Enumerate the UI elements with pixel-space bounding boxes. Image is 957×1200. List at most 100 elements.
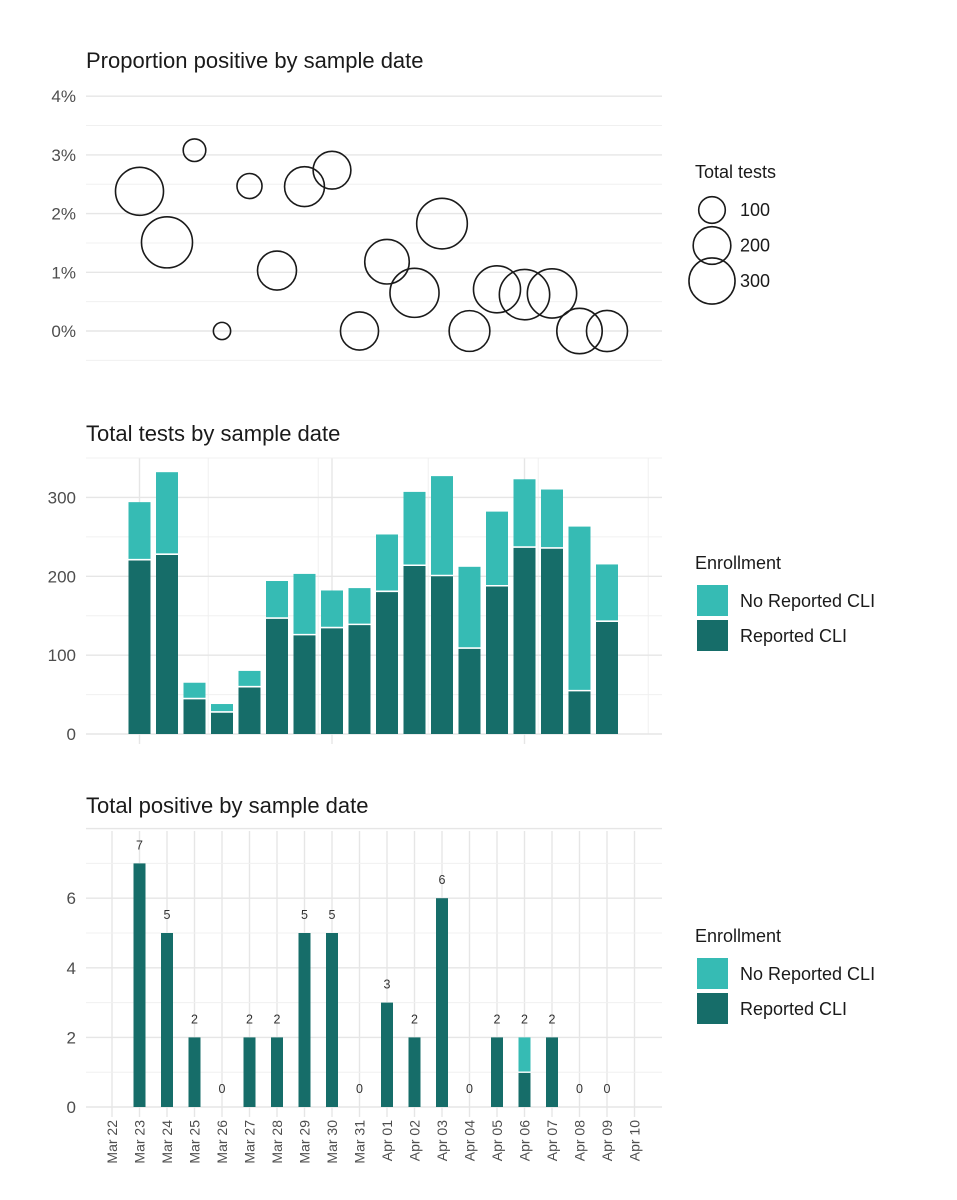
data-label-mar-23: 7 <box>136 838 143 852</box>
x-tick-label-apr-07: Apr 07 <box>544 1120 560 1161</box>
bubble-apr-01 <box>363 238 411 285</box>
bar-reported-cli-apr-08 <box>568 690 591 734</box>
data-label-mar-29: 5 <box>301 908 308 922</box>
bar-reported-cli-mar-24 <box>156 554 178 734</box>
total-tests-chart-title: Total tests by sample date <box>86 421 340 446</box>
x-tick-label-apr-02: Apr 02 <box>407 1120 423 1161</box>
legend-swatch-reported-cli <box>697 620 728 651</box>
bubble-mar-27 <box>236 172 263 200</box>
bar-reported-cli-apr-06 <box>518 1072 531 1107</box>
bar-reported-cli-mar-27 <box>238 686 261 734</box>
x-tick-label-mar-28: Mar 28 <box>269 1120 285 1164</box>
bar-no-reported-cli-mar-24 <box>156 472 178 555</box>
data-label-apr-04: 0 <box>466 1082 473 1096</box>
bubble-apr-06 <box>498 268 551 321</box>
legend-label-reported-cli: Reported CLI <box>740 999 847 1019</box>
bar-no-reported-cli-mar-31 <box>348 588 371 625</box>
y-tick-label: 6 <box>67 889 76 908</box>
bar-reported-cli-apr-05 <box>491 1037 503 1107</box>
bar-reported-cli-apr-04 <box>458 648 481 734</box>
data-label-mar-24: 5 <box>164 908 171 922</box>
bar-no-reported-cli-mar-25 <box>183 682 206 699</box>
legend-bubble-100 <box>697 195 727 225</box>
legend-title-enrollment: Enrollment <box>695 926 781 946</box>
bar-reported-cli-apr-02 <box>408 1037 421 1107</box>
x-tick-label-mar-25: Mar 25 <box>187 1120 203 1164</box>
x-tick-label-apr-01: Apr 01 <box>379 1120 395 1161</box>
x-tick-label-mar-31: Mar 31 <box>352 1120 368 1164</box>
bubble-apr-04 <box>448 309 491 353</box>
data-label-mar-30: 5 <box>329 908 336 922</box>
total-tests-chart: Total tests by sample date 0 100 200 300 En… <box>48 421 875 744</box>
total-tests-legend: Total tests 100 200 300 <box>688 162 776 305</box>
y-tick-label: 100 <box>48 646 76 665</box>
bar-no-reported-cli-mar-28 <box>266 581 288 619</box>
bubble-mar-28 <box>256 250 298 291</box>
total-positive-chart-title: Total positive by sample date <box>86 793 369 818</box>
bar-reported-cli-mar-28 <box>266 618 288 734</box>
legend-title-enrollment: Enrollment <box>695 553 781 573</box>
x-tick-label-apr-05: Apr 05 <box>489 1120 505 1161</box>
x-tick-label-mar-23: Mar 23 <box>132 1120 148 1164</box>
bar-no-reported-cli-mar-26 <box>211 704 233 712</box>
bubble-mar-30 <box>312 150 352 190</box>
bar-no-reported-cli-apr-09 <box>596 564 618 622</box>
bar-reported-cli-mar-29 <box>293 634 316 734</box>
bar-reported-cli-mar-25 <box>188 1037 201 1107</box>
bar-no-reported-cli-mar-27 <box>238 670 261 687</box>
bubble-mar-29 <box>283 165 326 208</box>
proportion-positive-chart: Proportion positive by sample date 0% 1% 2… <box>51 48 776 361</box>
bar-reported-cli-mar-30 <box>326 933 338 1107</box>
data-label-apr-07: 2 <box>549 1012 556 1026</box>
y-tick-label: 300 <box>48 488 76 507</box>
legend-label-no-reported-cli: No Reported CLI <box>740 964 875 984</box>
legend-label-300: 300 <box>740 271 770 291</box>
legend-bubble-300 <box>688 257 736 305</box>
enrollment-legend-positive: Enrollment No Reported CLI Reported CLI <box>695 926 875 1024</box>
bar-reported-cli-apr-03 <box>431 575 453 734</box>
x-tick-label-mar-27: Mar 27 <box>242 1120 258 1164</box>
bar-reported-cli-apr-09 <box>596 621 618 734</box>
y-tick-label: 4 <box>67 959 76 978</box>
bubble-apr-03 <box>415 197 469 250</box>
bubble-apr-09 <box>585 309 629 353</box>
total-positive-chart: Total positive by sample date 0 2 4 6 7 5 2 0 2… <box>67 793 876 1164</box>
y-tick-label: 2 <box>67 1028 76 1047</box>
bubble-apr-02 <box>389 267 440 319</box>
bubble-mar-23 <box>114 166 165 217</box>
bar-reported-cli-mar-27 <box>243 1037 256 1107</box>
bar-reported-cli-apr-07 <box>546 1037 558 1107</box>
legend-title-total-tests: Total tests <box>695 162 776 182</box>
legend-label-no-reported-cli: No Reported CLI <box>740 591 875 611</box>
enrollment-legend-tests: Enrollment No Reported CLI Reported CLI <box>695 553 875 651</box>
data-label-apr-01: 3 <box>384 978 391 992</box>
data-label-apr-08: 0 <box>576 1082 583 1096</box>
x-tick-label-apr-10: Apr 10 <box>627 1120 643 1161</box>
bar-no-reported-cli-apr-03 <box>431 476 453 576</box>
legend-label-reported-cli: Reported CLI <box>740 626 847 646</box>
bar-reported-cli-mar-30 <box>321 627 343 734</box>
data-label-mar-26: 0 <box>219 1082 226 1096</box>
bar-reported-cli-apr-05 <box>486 585 508 734</box>
bar-reported-cli-mar-23 <box>128 559 151 734</box>
bubble-mar-25 <box>182 138 207 163</box>
bubble-apr-08 <box>555 307 604 355</box>
data-label-mar-28: 2 <box>274 1012 281 1026</box>
data-label-apr-06: 2 <box>521 1012 528 1026</box>
bar-reported-cli-apr-07 <box>541 547 563 734</box>
bar-no-reported-cli-mar-23 <box>128 502 151 560</box>
x-tick-label-mar-29: Mar 29 <box>297 1120 313 1164</box>
bar-reported-cli-apr-06 <box>513 547 536 734</box>
bar-reported-cli-apr-02 <box>403 565 426 734</box>
bubble-apr-07 <box>526 267 578 319</box>
x-tick-label-apr-04: Apr 04 <box>462 1120 478 1161</box>
legend-swatch-no-reported-cli <box>697 585 728 616</box>
bar-no-reported-cli-apr-08 <box>568 526 591 691</box>
bar-reported-cli-apr-03 <box>436 898 448 1107</box>
bar-no-reported-cli-apr-07 <box>541 489 563 548</box>
bubble-mar-24 <box>140 216 194 269</box>
y-tick-label: 0% <box>51 322 76 341</box>
y-tick-label: 200 <box>48 567 76 586</box>
y-tick-label: 1% <box>51 263 76 282</box>
